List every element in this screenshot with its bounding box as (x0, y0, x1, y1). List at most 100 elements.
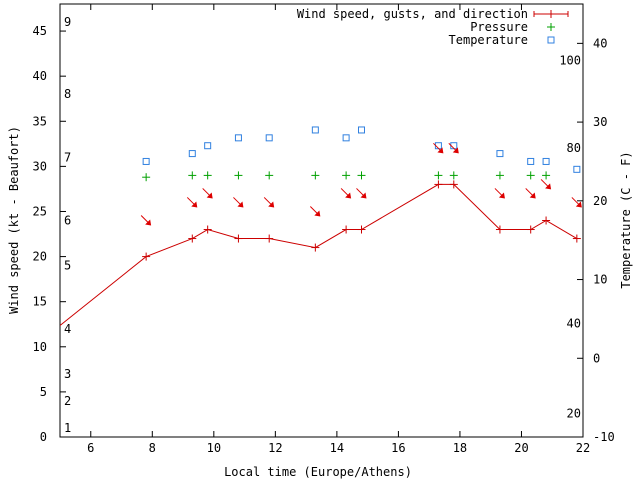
wind-direction-arrow (340, 188, 352, 199)
beaufort-label: 2 (64, 394, 71, 408)
beaufort-label: 4 (64, 322, 71, 336)
wind-speed-point (526, 225, 535, 234)
wind-direction-arrow (140, 215, 152, 226)
wind-direction-arrow (494, 188, 505, 199)
y2-tick-label: 10 (593, 273, 607, 287)
wind-direction-arrow (525, 188, 536, 199)
wind-direction-arrow (356, 188, 367, 199)
ticks-layer: 6 8 10 12 14 16 18 20 22051015202530354045-10010… (33, 4, 615, 455)
y2-tick-label: 30 (593, 115, 607, 129)
beaufort-label: 1 (64, 421, 71, 435)
x-tick-label: 18 (453, 441, 467, 455)
wind-speed-point (357, 225, 366, 234)
wind-speed-point (203, 225, 212, 234)
temperature-point (234, 134, 242, 142)
beaufort-label: 5 (64, 259, 71, 273)
wind-direction-arrow (263, 197, 275, 208)
x-axis-title: Local time (Europe/Athens) (224, 465, 412, 479)
arrow-head (452, 147, 459, 154)
y-tick-label: 35 (33, 114, 47, 128)
wind-speed-point (311, 243, 320, 252)
pressure-point (342, 171, 351, 180)
y-tick-label: 25 (33, 204, 47, 218)
x-tick-label: 12 (268, 441, 282, 455)
fahrenheit-label: 80 (567, 141, 581, 155)
pressure-point (142, 173, 151, 182)
legend-swatch-temperature (547, 36, 555, 44)
y-axis-title: Wind speed (kt - Beaufort) (7, 126, 21, 314)
pressure-point (234, 171, 243, 180)
beaufort-label: 3 (64, 367, 71, 381)
arrow-head (437, 147, 444, 154)
wind-speed-point (572, 234, 581, 243)
wind-direction-arrow (233, 197, 244, 208)
wind-speed-point (234, 234, 243, 243)
series-layer (60, 126, 582, 327)
pressure-point (265, 171, 274, 180)
arrow-head (237, 201, 244, 208)
x-tick-label: 14 (330, 441, 344, 455)
fahrenheit-label: 100 (559, 54, 581, 68)
wind-speed-point (434, 180, 443, 189)
plot-area (60, 126, 582, 327)
wind-direction-arrow (571, 197, 582, 208)
arrow-head (529, 192, 536, 199)
fahrenheit-label: 40 (567, 317, 581, 331)
wind-direction-arrow (448, 142, 459, 154)
temperature-point (527, 157, 535, 165)
arrow-head (206, 192, 213, 199)
wind-speed-point (188, 234, 197, 243)
y2-axis-title: Temperature (C - F) (619, 151, 633, 288)
arrow-head (545, 183, 552, 190)
wind-speed-point (449, 180, 458, 189)
legend: Wind speed, gusts, and directionPressure… (297, 7, 569, 47)
arrow-head (360, 192, 367, 199)
legend-label-wind: Wind speed, gusts, and direction (297, 7, 528, 21)
pressure-point (495, 171, 504, 180)
y-tick-label: 30 (33, 159, 47, 173)
arrow-head (575, 201, 582, 208)
wind-direction-arrow (202, 188, 213, 199)
legend-label-pressure: Pressure (470, 20, 528, 34)
y-tick-label: 20 (33, 250, 47, 264)
pressure-point (434, 171, 443, 180)
wind-direction-arrow (186, 197, 198, 208)
wind-speed-point (142, 252, 151, 261)
x-tick-label: 10 (207, 441, 221, 455)
y-tick-label: 10 (33, 340, 47, 354)
arrow-head (345, 192, 352, 199)
temperature-point (204, 142, 212, 150)
pressure-point (357, 171, 366, 180)
pressure-point (449, 171, 458, 180)
temperature-point (496, 150, 504, 158)
y2-tick-label: -10 (593, 430, 615, 444)
arrow-head (268, 201, 275, 208)
y-tick-label: 5 (40, 385, 47, 399)
temperature-point (542, 157, 550, 165)
wind-speed-point (542, 216, 551, 225)
wind-speed-point (495, 225, 504, 234)
wind-speed-point (342, 225, 351, 234)
wind-speed-point (265, 234, 274, 243)
arrow-head (191, 201, 198, 208)
wind-direction-arrow (540, 179, 552, 190)
wind-direction-arrow (309, 206, 321, 217)
beaufort-label: 6 (64, 214, 71, 228)
y-tick-label: 0 (40, 430, 47, 444)
y2-tick-label: 0 (593, 351, 600, 365)
x-tick-label: 16 (391, 441, 405, 455)
pressure-point (188, 171, 197, 180)
beaufort-label: 9 (64, 15, 71, 29)
wind-direction-arrow (433, 142, 444, 154)
temperature-point (188, 150, 196, 158)
pressure-point (203, 171, 212, 180)
y-tick-label: 40 (33, 69, 47, 83)
pressure-point (526, 171, 535, 180)
fahrenheit-label: 20 (567, 406, 581, 420)
y-tick-label: 15 (33, 295, 47, 309)
x-tick-label: 22 (576, 441, 590, 455)
temperature-point (573, 165, 581, 173)
temperature-point (265, 134, 273, 142)
plot-frame-layer (59, 3, 584, 438)
legend-label-temperature: Temperature (449, 33, 528, 47)
